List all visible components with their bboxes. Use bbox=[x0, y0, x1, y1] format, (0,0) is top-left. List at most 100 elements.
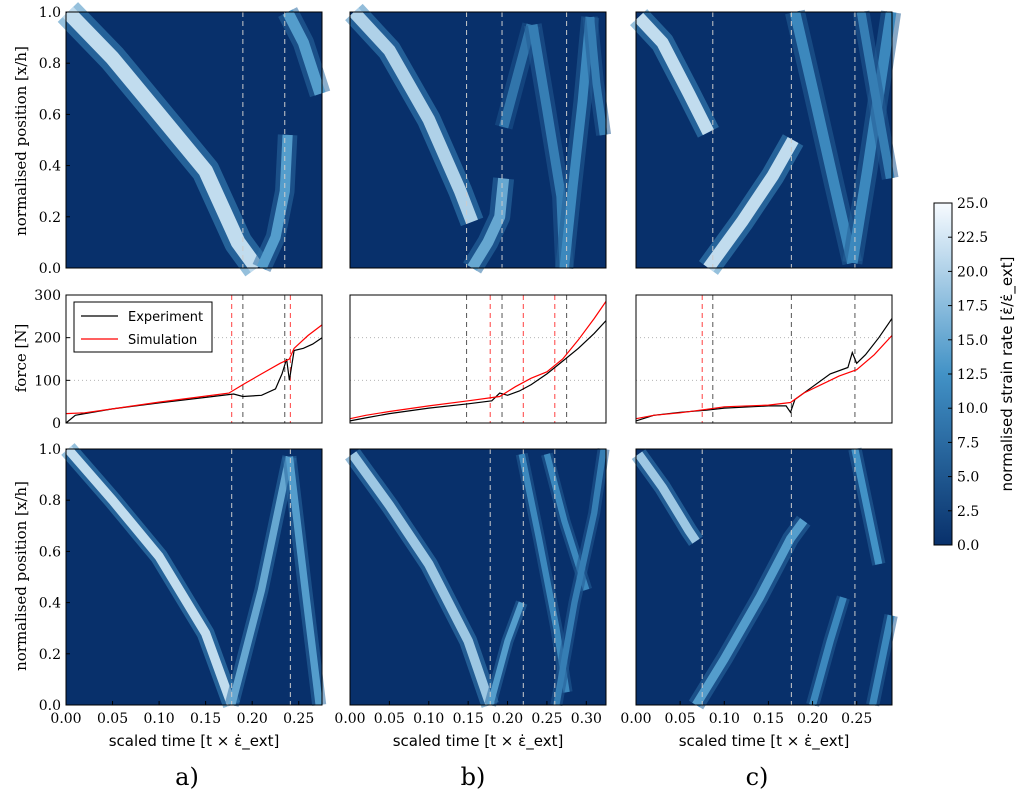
y-tick-label: 0.6 bbox=[39, 544, 61, 560]
strain-band bbox=[282, 9, 326, 96]
x-tick-label: 0.05 bbox=[665, 711, 696, 727]
y-tick-label: 0.2 bbox=[39, 647, 61, 663]
panel-c-force bbox=[635, 294, 893, 424]
axes-frame bbox=[635, 11, 893, 269]
y-tick-label: 0.4 bbox=[39, 159, 61, 175]
x-tick-label: 0.20 bbox=[237, 711, 268, 727]
x-tick-label: 0.25 bbox=[283, 711, 314, 727]
colorbar-tick-label: 25.0 bbox=[957, 196, 988, 212]
x-tick-label: 0.10 bbox=[144, 711, 175, 727]
series-line-simulation bbox=[65, 324, 323, 415]
strain-band bbox=[487, 601, 525, 706]
panel-label-b: b) bbox=[461, 763, 486, 791]
y-tick-label: 0.4 bbox=[39, 596, 61, 612]
panel-b-force bbox=[349, 294, 607, 424]
axes-frame bbox=[349, 294, 607, 424]
strain-band bbox=[809, 596, 847, 706]
y-tick-label: 100 bbox=[34, 373, 61, 389]
ylabel-heatmap-top: normalised position [x/h] bbox=[12, 46, 30, 236]
force-background bbox=[350, 295, 606, 423]
strain-band bbox=[285, 456, 323, 706]
series-line-simulation bbox=[349, 301, 607, 420]
ylabel-heatmap-bottom: normalised position [x/h] bbox=[12, 481, 30, 671]
x-tick-label: 0.20 bbox=[492, 711, 523, 727]
strain-band bbox=[851, 448, 883, 565]
x-tick-label: 0.00 bbox=[334, 711, 365, 727]
panel-label-c: c) bbox=[746, 763, 769, 791]
panel-a-experiment: 0.0 0.2 0.4 0.6 0.8 1.0 bbox=[39, 2, 331, 277]
x-axis-label: scaled time [t × ε̇_ext] bbox=[679, 732, 850, 751]
y-tick-label: 0.8 bbox=[39, 493, 61, 509]
colorbar-tick-label: 2.5 bbox=[957, 504, 979, 520]
strain-band bbox=[789, 10, 858, 265]
y-tick-label: 0.6 bbox=[39, 107, 61, 123]
panel-a-simulation: 0.0 0.2 0.4 0.6 0.8 1.0 0.00 0.05 0.10 0.15 0.20 0.… bbox=[39, 442, 327, 751]
axes-frame bbox=[65, 11, 323, 269]
x-tick-label: 0.10 bbox=[709, 711, 740, 727]
series-line-experiment bbox=[349, 320, 607, 422]
x-tick-label: 0.05 bbox=[97, 711, 128, 727]
strain-band bbox=[256, 134, 293, 271]
y-tick-label: 1.0 bbox=[39, 442, 61, 458]
x-tick-label: 0.15 bbox=[453, 711, 484, 727]
x-tick-label: 0.15 bbox=[753, 711, 784, 727]
panel-label-a: a) bbox=[175, 763, 199, 791]
y-tick-label: 300 bbox=[34, 288, 61, 304]
strain-band bbox=[349, 7, 478, 225]
legend-box bbox=[73, 301, 213, 353]
strain-band bbox=[553, 448, 607, 706]
panel-c-experiment bbox=[630, 9, 902, 275]
panels: 0.0 0.2 0.4 0.6 0.8 1.0 0 100 200 300 Experiment Si… bbox=[34, 2, 902, 751]
x-tick-label: 0.30 bbox=[571, 711, 602, 727]
axes-frame bbox=[349, 11, 607, 269]
strain-band bbox=[692, 518, 808, 708]
legend-label: Experiment bbox=[128, 310, 203, 325]
y-tick-label: 0.0 bbox=[39, 261, 61, 277]
x-tick-label: 0.25 bbox=[841, 711, 872, 727]
ylabel-force: force [N] bbox=[12, 324, 30, 393]
axes-frame bbox=[635, 448, 893, 706]
y-tick-label: 0.8 bbox=[39, 56, 61, 72]
panel-c-simulation: 0.00 0.05 0.10 0.15 0.20 0.25 scaled time [t ×… bbox=[620, 447, 898, 751]
axes-frame bbox=[65, 448, 323, 706]
colorbar-tick-label: 17.5 bbox=[957, 299, 988, 315]
strain-band bbox=[703, 136, 799, 272]
x-tick-label: 0.05 bbox=[374, 711, 405, 727]
strain-band bbox=[64, 445, 237, 707]
strain-band bbox=[869, 614, 895, 706]
y-tick-label: 1.0 bbox=[39, 5, 61, 21]
x-tick-label: 0.15 bbox=[190, 711, 221, 727]
axes-frame bbox=[635, 294, 893, 424]
force-background bbox=[636, 295, 892, 423]
strain-band bbox=[348, 451, 495, 707]
strain-band bbox=[228, 455, 294, 706]
axes-frame bbox=[65, 294, 323, 424]
colorbar-label: normalised strain rate [ε̇/ε̇_ext] bbox=[998, 257, 1017, 492]
strain-band bbox=[634, 12, 714, 136]
legend-label: Simulation bbox=[128, 333, 197, 348]
colorbar: 0.0 2.5 5.0 7.5 10.0 12.5 15.0 17.5 20.0 22.5 25.0… bbox=[933, 196, 1017, 554]
colorbar-tick-label: 20.0 bbox=[957, 264, 988, 280]
colorbar-tick-label: 22.5 bbox=[957, 230, 988, 246]
strain-band bbox=[856, 11, 895, 180]
y-tick-label: 0 bbox=[52, 416, 61, 432]
series-line-simulation bbox=[635, 335, 893, 420]
strain-band bbox=[559, 16, 595, 269]
panel-a-force: 0 100 200 300 Experiment Simulation bbox=[34, 288, 323, 432]
x-tick-label: 0.20 bbox=[797, 711, 828, 727]
strain-band bbox=[635, 451, 700, 544]
colorbar-tick-label: 0.0 bbox=[957, 538, 979, 554]
colorbar-tick-label: 5.0 bbox=[957, 470, 979, 486]
x-axis-label: scaled time [t × ε̇_ext] bbox=[393, 732, 564, 751]
axes-frame bbox=[349, 448, 607, 706]
x-tick-label: 0.00 bbox=[620, 711, 651, 727]
y-tick-label: 0.0 bbox=[39, 698, 61, 714]
x-tick-label: 0.00 bbox=[50, 711, 81, 727]
legend: Experiment Simulation bbox=[73, 301, 213, 353]
y-tick-label: 200 bbox=[34, 331, 61, 347]
x-tick-label: 0.25 bbox=[531, 711, 562, 727]
colorbar-tick-label: 7.5 bbox=[957, 435, 979, 451]
strain-band bbox=[62, 6, 263, 273]
x-tick-label: 0.10 bbox=[413, 711, 444, 727]
